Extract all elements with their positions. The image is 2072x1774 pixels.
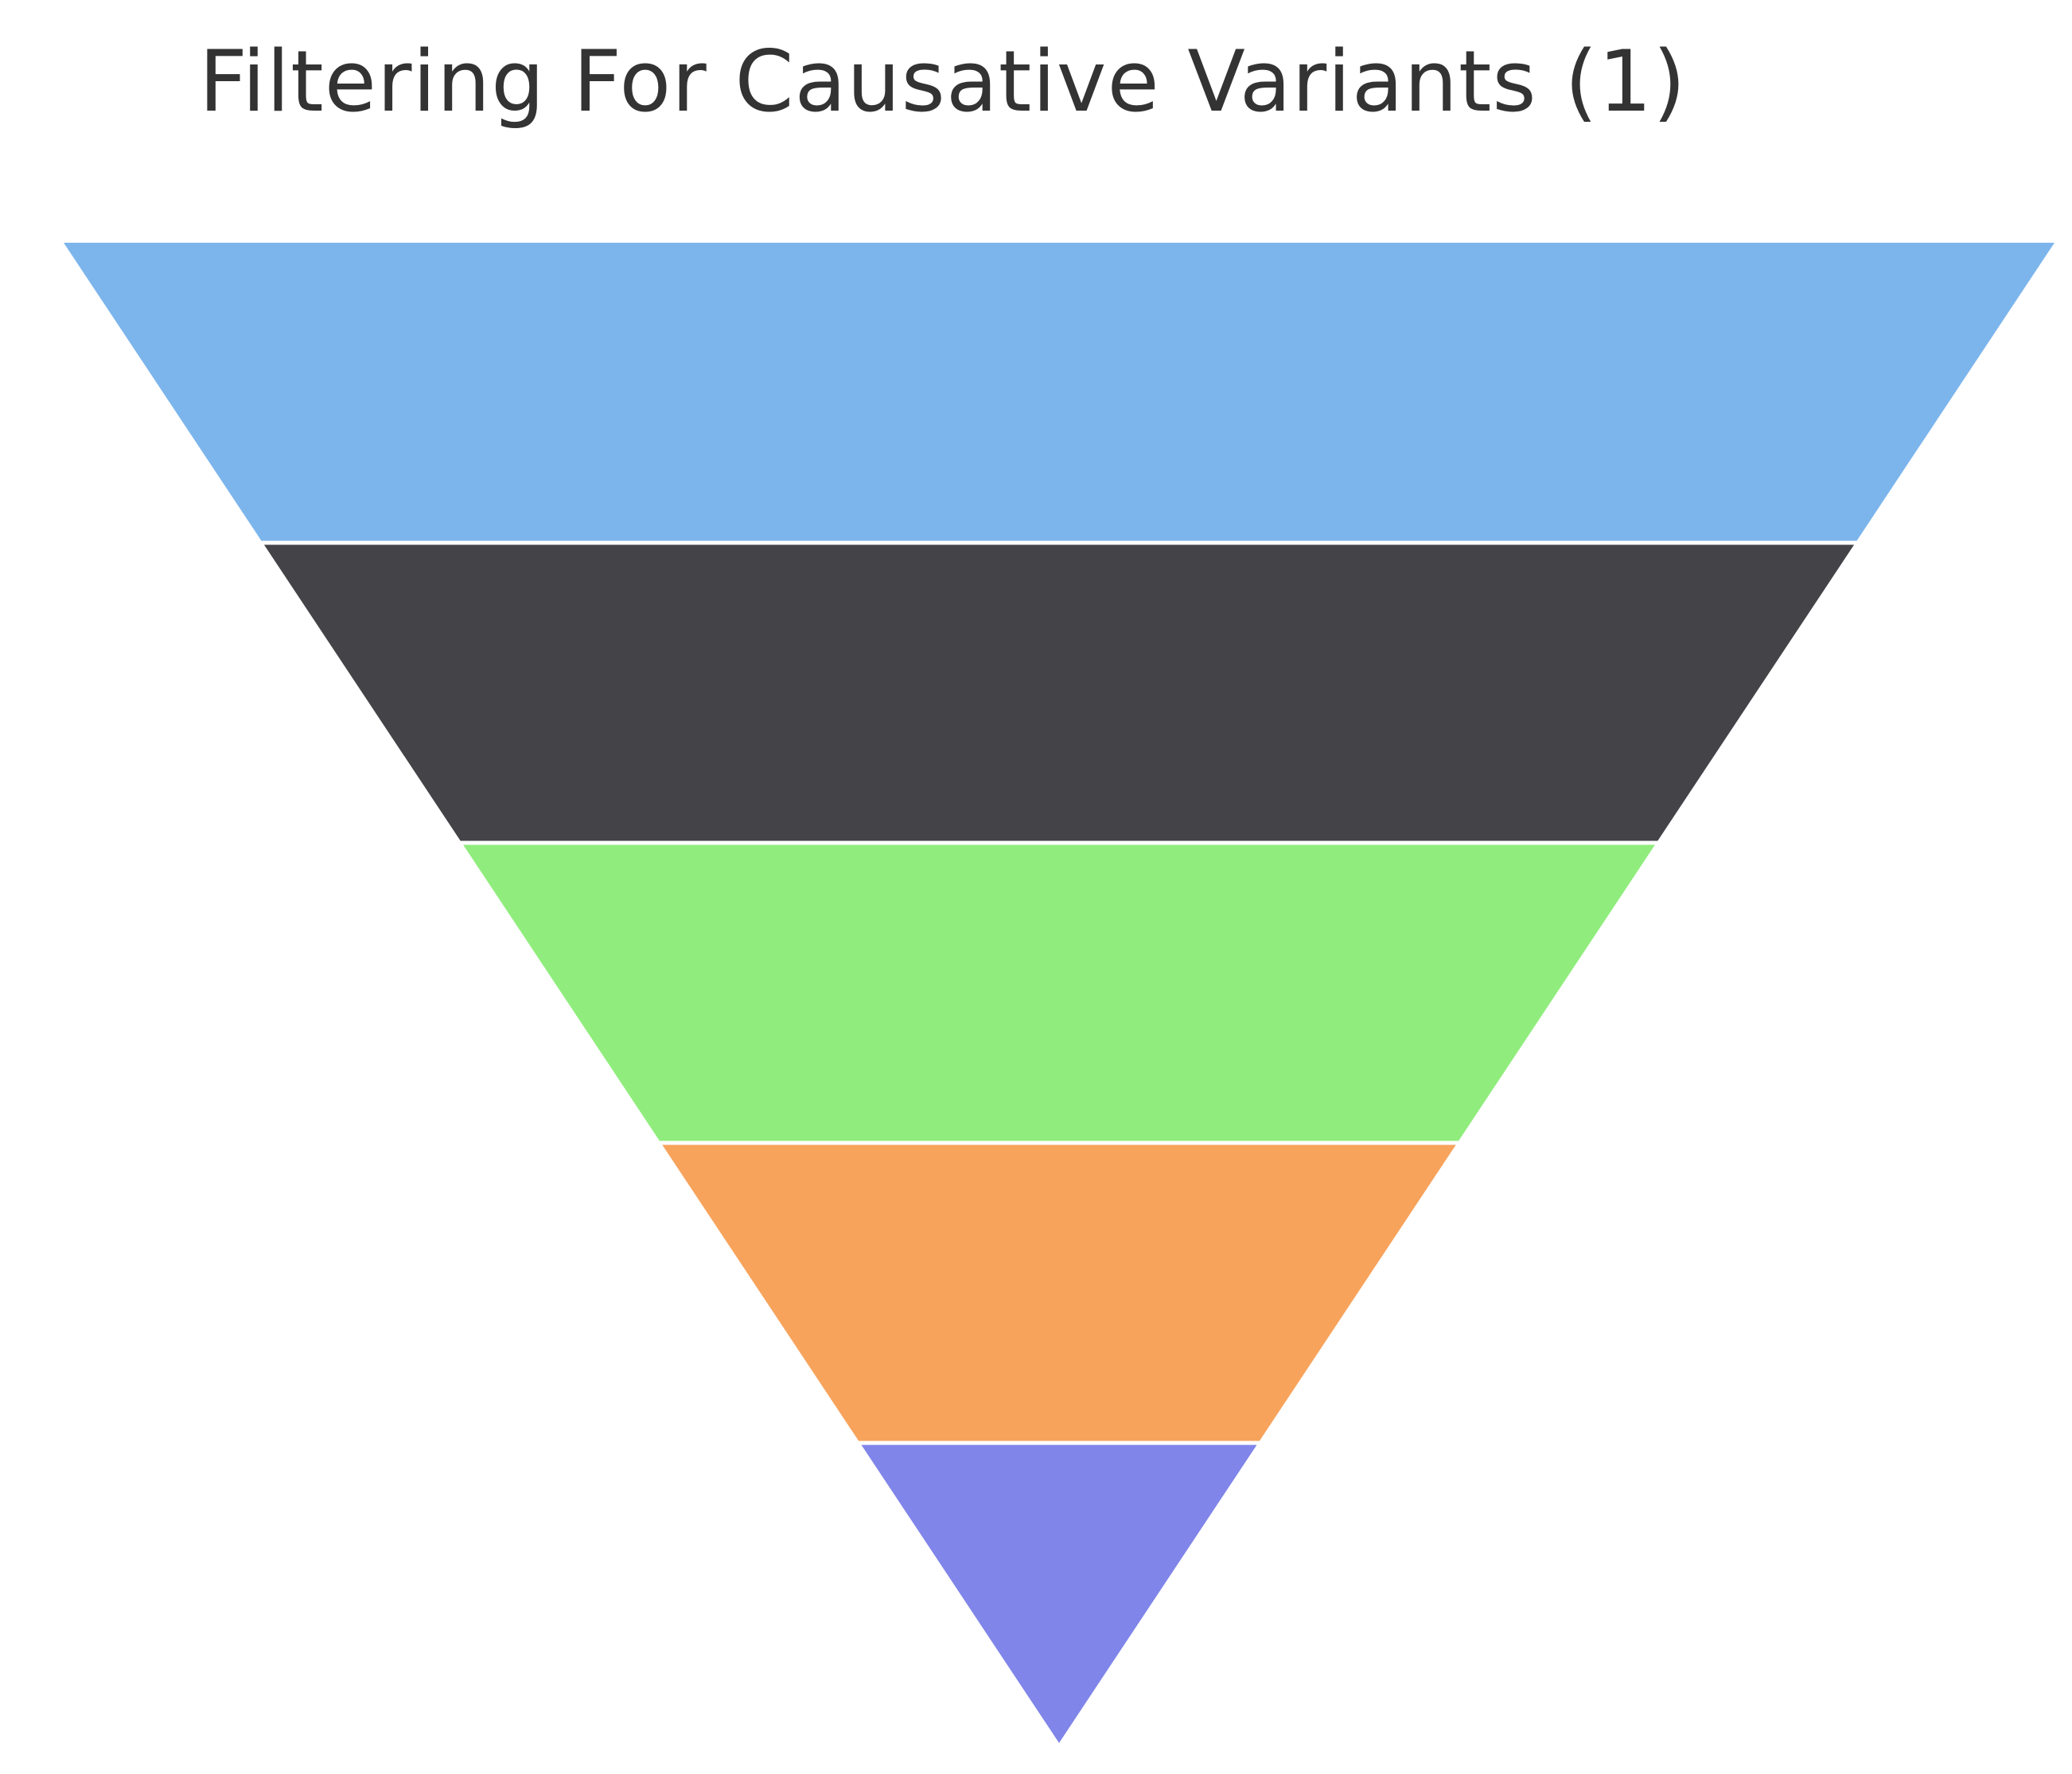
funnel-segment-5[interactable] [861,1445,1257,1744]
funnel-segment-3[interactable] [463,844,1655,1141]
funnel-segment-1[interactable] [64,243,2054,541]
funnel-segment-2[interactable] [263,544,1855,841]
chart-title: Filtering For Causative Variants (1) [199,33,1687,131]
funnel-segment-4[interactable] [662,1144,1456,1441]
